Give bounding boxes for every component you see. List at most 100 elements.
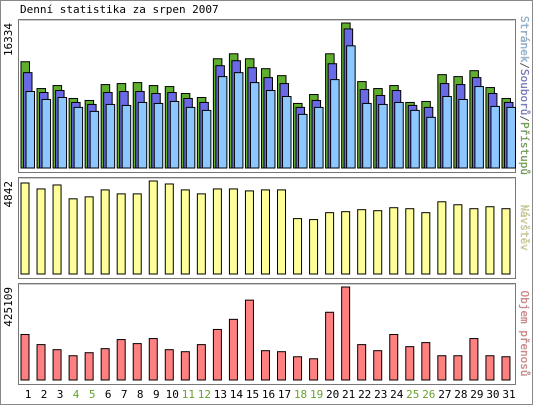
bar xyxy=(474,86,484,169)
bar xyxy=(325,311,335,381)
bar xyxy=(373,350,383,381)
x-tick-label: 17 xyxy=(278,388,291,401)
legend-entry: Přístupů xyxy=(518,122,531,175)
bar xyxy=(52,349,62,381)
x-tick-label: 13 xyxy=(214,388,227,401)
bar xyxy=(73,106,84,169)
bar xyxy=(260,189,270,275)
bar xyxy=(453,355,463,381)
bar xyxy=(105,103,116,169)
bar xyxy=(249,82,260,169)
bar xyxy=(164,183,174,275)
bar xyxy=(298,113,308,169)
bar xyxy=(201,109,212,169)
bar xyxy=(453,204,463,275)
bar xyxy=(116,193,126,275)
bar xyxy=(490,105,500,169)
x-tick-label: 3 xyxy=(57,388,64,401)
bar xyxy=(309,358,319,381)
x-tick-label: 22 xyxy=(358,388,371,401)
bar xyxy=(437,355,447,381)
bar xyxy=(501,356,511,381)
x-tick-label: 29 xyxy=(470,388,483,401)
bar xyxy=(68,355,78,381)
bar xyxy=(330,79,340,169)
bar xyxy=(153,102,164,169)
bar xyxy=(458,98,468,169)
bar xyxy=(148,338,158,381)
bar xyxy=(25,91,35,169)
bar xyxy=(228,318,238,381)
bar xyxy=(437,201,447,275)
x-tick-label: 16 xyxy=(262,388,275,401)
bar xyxy=(485,355,495,381)
bar xyxy=(233,72,244,169)
x-tick-label: 2 xyxy=(41,388,48,401)
x-tick-label: 5 xyxy=(89,388,96,401)
bar xyxy=(469,338,479,381)
bar xyxy=(212,188,222,275)
x-tick-label: 15 xyxy=(246,388,259,401)
bar xyxy=(485,206,495,275)
bar xyxy=(121,104,132,169)
bar xyxy=(57,96,68,169)
bar xyxy=(212,328,222,381)
bar xyxy=(244,190,254,275)
bar xyxy=(325,212,335,275)
bar xyxy=(506,106,516,169)
x-tick-label: 10 xyxy=(166,388,179,401)
bar xyxy=(89,110,100,169)
x-tick-label: 30 xyxy=(486,388,499,401)
bar xyxy=(217,76,228,169)
legend: Stránek/Souborů/Přístupů xyxy=(518,16,531,175)
bar xyxy=(357,209,367,275)
bar xyxy=(228,188,238,275)
bar xyxy=(373,210,383,275)
bar xyxy=(362,102,372,169)
x-tick-label: 24 xyxy=(390,388,404,401)
bar xyxy=(36,344,46,381)
bar xyxy=(265,90,276,169)
bar xyxy=(196,193,206,275)
bar xyxy=(426,116,436,169)
y-tick-label: 16334 xyxy=(2,23,15,56)
bar xyxy=(20,334,30,381)
bar xyxy=(137,101,148,169)
x-tick-label: 7 xyxy=(121,388,128,401)
bar xyxy=(132,193,142,275)
x-tick-label: 31 xyxy=(502,388,515,401)
legend: Objem přenosů xyxy=(518,290,531,376)
bar xyxy=(378,103,388,169)
legend-entry: Stránek xyxy=(518,16,531,63)
bar xyxy=(164,349,174,381)
x-tick-label: 9 xyxy=(153,388,160,401)
bar xyxy=(68,198,78,275)
bar xyxy=(346,45,356,169)
bar xyxy=(148,180,158,275)
y-tick-label: 4842 xyxy=(2,181,15,208)
x-tick-label: 27 xyxy=(438,388,451,401)
x-tick-label: 11 xyxy=(182,388,195,401)
x-tick-label: 20 xyxy=(326,388,339,401)
bar xyxy=(52,184,62,275)
bar xyxy=(405,208,415,275)
bar xyxy=(341,286,351,381)
x-tick-label: 6 xyxy=(105,388,112,401)
bar xyxy=(394,101,404,169)
bar xyxy=(41,98,52,169)
bar xyxy=(309,219,319,275)
bar xyxy=(100,348,110,381)
bar xyxy=(277,189,287,275)
legend-entry: Souborů xyxy=(518,69,531,115)
x-tick-label: 4 xyxy=(73,388,80,401)
legend-entry: Objem přenosů xyxy=(518,290,531,376)
bar xyxy=(180,351,190,381)
x-tick-label: 12 xyxy=(198,388,211,401)
bar xyxy=(116,339,126,381)
bar xyxy=(84,352,94,381)
bar xyxy=(469,208,479,275)
bar xyxy=(84,196,94,275)
bar xyxy=(100,189,110,275)
